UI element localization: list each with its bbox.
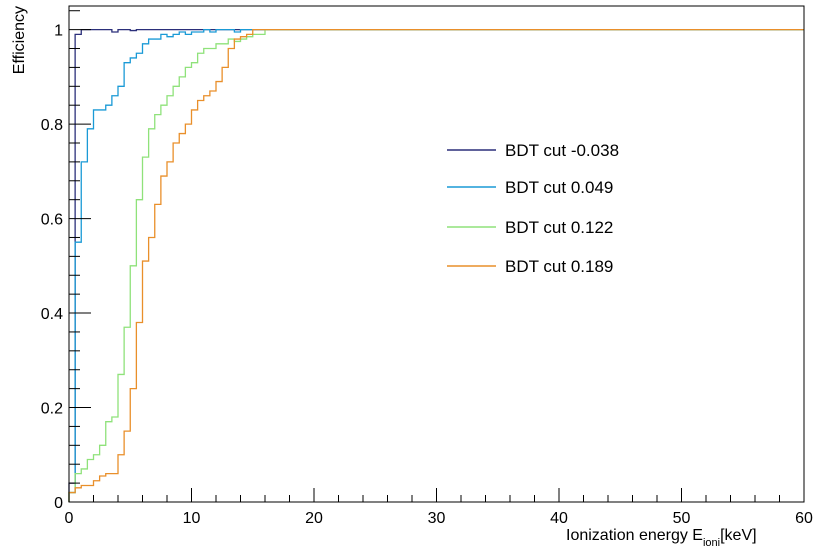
series-layer <box>68 28 804 502</box>
x-tick-label: 60 <box>795 510 813 527</box>
series-line-4 <box>68 28 804 502</box>
y-tick-label: 0 <box>54 495 63 512</box>
x-tick-label: 50 <box>673 510 691 527</box>
x-axis-label-unit: [keV] <box>720 527 756 544</box>
legend: BDT cut -0.038 BDT cut 0.049 BDT cut 0.122… <box>447 141 619 276</box>
series-line-2 <box>68 28 804 502</box>
series-line-1 <box>68 28 804 502</box>
legend-label-2: BDT cut 0.049 <box>505 178 613 197</box>
y-tick-label: 0.6 <box>41 212 63 229</box>
x-tick-label: 20 <box>305 510 323 527</box>
x-axis-label: Ionization energy Eioni[keV] <box>566 527 757 549</box>
series-line-3 <box>68 28 804 502</box>
axes-layer: 0 10 20 30 40 50 60 0 0.2 0.4 0.6 0.8 1 <box>41 10 813 527</box>
y-tick-label: 1 <box>54 23 63 40</box>
legend-label-1: BDT cut -0.038 <box>505 141 619 160</box>
x-tick-label: 10 <box>183 510 201 527</box>
y-tick-label: 0.8 <box>41 117 63 134</box>
x-axis-label-main: Ionization energy E <box>566 527 703 544</box>
x-tick-label: 30 <box>428 510 446 527</box>
y-tick-label: 0.2 <box>41 401 63 418</box>
x-tick-label: 0 <box>65 510 74 527</box>
x-tick-label: 40 <box>550 510 568 527</box>
x-axis-label-subscript: ioni <box>703 537 720 549</box>
y-axis-label: Efficiency <box>11 6 28 74</box>
legend-label-4: BDT cut 0.189 <box>505 257 613 276</box>
legend-label-3: BDT cut 0.122 <box>505 218 613 237</box>
y-tick-label: 0.4 <box>41 306 63 323</box>
